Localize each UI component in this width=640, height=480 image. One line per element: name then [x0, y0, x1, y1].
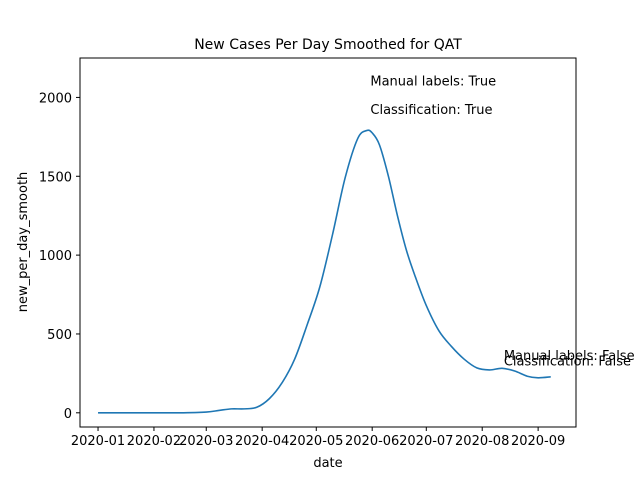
annotation-text: Manual labels: True [370, 75, 496, 90]
x-tick-label: 2020-07 [399, 434, 453, 449]
y-tick-label: 0 [64, 407, 72, 422]
x-axis-label: date [313, 456, 342, 471]
x-tick-label: 2020-04 [235, 434, 289, 449]
x-tick-label: 2020-06 [345, 434, 399, 449]
plot-area [79, 57, 577, 428]
annotation-text: Classification: False [504, 355, 631, 370]
x-tick-label: 2020-02 [127, 434, 181, 449]
y-tick-label: 500 [47, 328, 72, 343]
x-tick-label: 2020-01 [71, 434, 125, 449]
y-tick-label: 2000 [39, 91, 72, 106]
series-line [98, 129, 551, 414]
annotation-text: Manual labels: False [504, 349, 635, 364]
chart-title: New Cases Per Day Smoothed for QAT [194, 37, 462, 53]
y-tick-label: 1000 [39, 249, 72, 264]
annotation-text: Classification: True [370, 103, 492, 118]
x-tick-label: 2020-09 [511, 434, 565, 449]
x-tick-label: 2020-05 [289, 434, 343, 449]
y-tick-label: 1500 [39, 170, 72, 185]
x-tick-label: 2020-08 [455, 434, 509, 449]
y-axis-label: new_per_day_smooth [16, 172, 31, 313]
x-tick-label: 2020-03 [179, 434, 233, 449]
y-axis: 0 500 1000 1500 2000 [39, 91, 80, 422]
annotations: Manual labels: True Classification: True M… [370, 75, 634, 370]
